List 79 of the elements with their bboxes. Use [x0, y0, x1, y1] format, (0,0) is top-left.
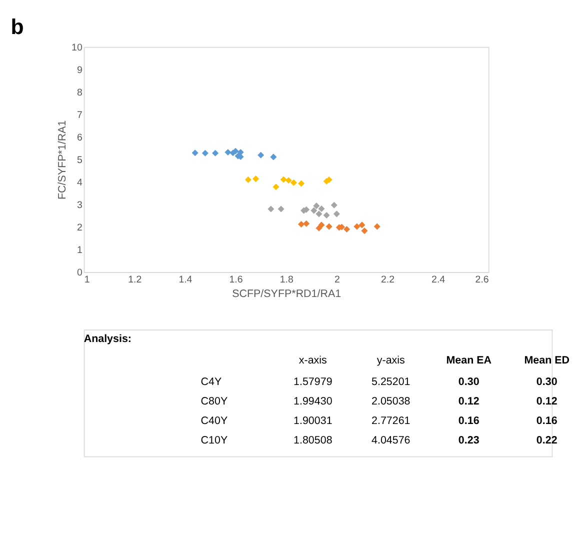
point	[358, 222, 366, 228]
text: 2.77261	[372, 415, 410, 428]
x-tick-label: 1.4	[178, 274, 193, 286]
point	[272, 184, 280, 190]
y-tick-label: 5	[76, 154, 82, 166]
point	[258, 152, 264, 158]
x-tick-label: 1	[84, 274, 90, 286]
point	[244, 176, 252, 183]
y-tick-label: 9	[76, 64, 82, 76]
text: y-axis	[376, 354, 405, 367]
y-tick-label: 4	[76, 177, 83, 188]
point	[290, 179, 297, 186]
point	[192, 150, 198, 156]
point	[212, 150, 219, 156]
point	[361, 228, 368, 234]
point	[323, 212, 330, 219]
text: Mean ED	[524, 354, 570, 367]
text: 1.90031	[294, 415, 332, 428]
text: C10Y	[200, 434, 228, 447]
point	[270, 154, 277, 160]
text: 0.22	[536, 434, 558, 447]
point	[202, 150, 208, 156]
text: 0.12	[458, 396, 480, 408]
point	[354, 223, 360, 230]
point	[280, 176, 287, 183]
text: C40Y	[200, 415, 228, 428]
point	[344, 226, 350, 233]
text: 0.16	[536, 415, 558, 428]
text: 0.30	[458, 376, 480, 388]
text: 1.57979	[294, 376, 332, 388]
x-tick-label: 2.6	[475, 274, 489, 286]
text: Analysis:	[84, 333, 132, 346]
text: 0.12	[536, 396, 558, 408]
text: 2.05038	[372, 396, 410, 408]
point	[310, 207, 318, 214]
point	[278, 206, 284, 212]
y-tick-label: 10	[72, 42, 83, 54]
y-tick-label: 6	[76, 132, 82, 144]
text: 1.80508	[294, 434, 332, 447]
point	[318, 205, 325, 212]
y-tick-label: 8	[76, 87, 82, 98]
text: 5.25201	[372, 376, 410, 388]
text: 4.04576	[372, 434, 410, 447]
point	[285, 177, 292, 184]
text: 0.30	[536, 376, 558, 388]
text: b	[10, 15, 24, 40]
point	[326, 223, 332, 230]
text: 1.99430	[294, 396, 332, 408]
point	[268, 206, 274, 212]
point	[316, 210, 322, 218]
point	[303, 220, 310, 227]
y-tick-label: 3	[76, 200, 82, 211]
x-tick-label: 2.2	[380, 274, 394, 286]
text: x-axis	[298, 354, 327, 367]
text: 0.16	[458, 415, 480, 428]
point	[330, 202, 338, 208]
point	[333, 210, 340, 218]
point	[224, 148, 232, 156]
text: C80Y	[200, 396, 228, 408]
y-tick-label: 2	[76, 222, 82, 234]
y-axis-title: FC/SYFP*1/RA1	[56, 120, 69, 200]
point	[298, 221, 305, 228]
x-axis-title: SCFP/SYFP*RD1/RA1	[232, 288, 342, 300]
y-tick-label: 0	[76, 267, 83, 278]
x-tick-label: 1.6	[229, 274, 243, 286]
text: C4Y	[200, 376, 222, 388]
x-tick-label: 2	[334, 274, 340, 286]
x-tick-label: 2.4	[432, 274, 446, 286]
point	[318, 222, 325, 228]
text: Mean EA	[446, 354, 492, 367]
x-tick-label: 1.8	[280, 274, 294, 286]
text: 0.23	[458, 434, 480, 447]
point	[298, 180, 305, 187]
point	[374, 223, 380, 230]
y-tick-label: 1	[76, 244, 82, 256]
x-tick-label: 1.2	[128, 274, 142, 286]
point	[252, 176, 260, 182]
y-tick-label: 7	[76, 110, 82, 121]
point	[313, 202, 320, 210]
